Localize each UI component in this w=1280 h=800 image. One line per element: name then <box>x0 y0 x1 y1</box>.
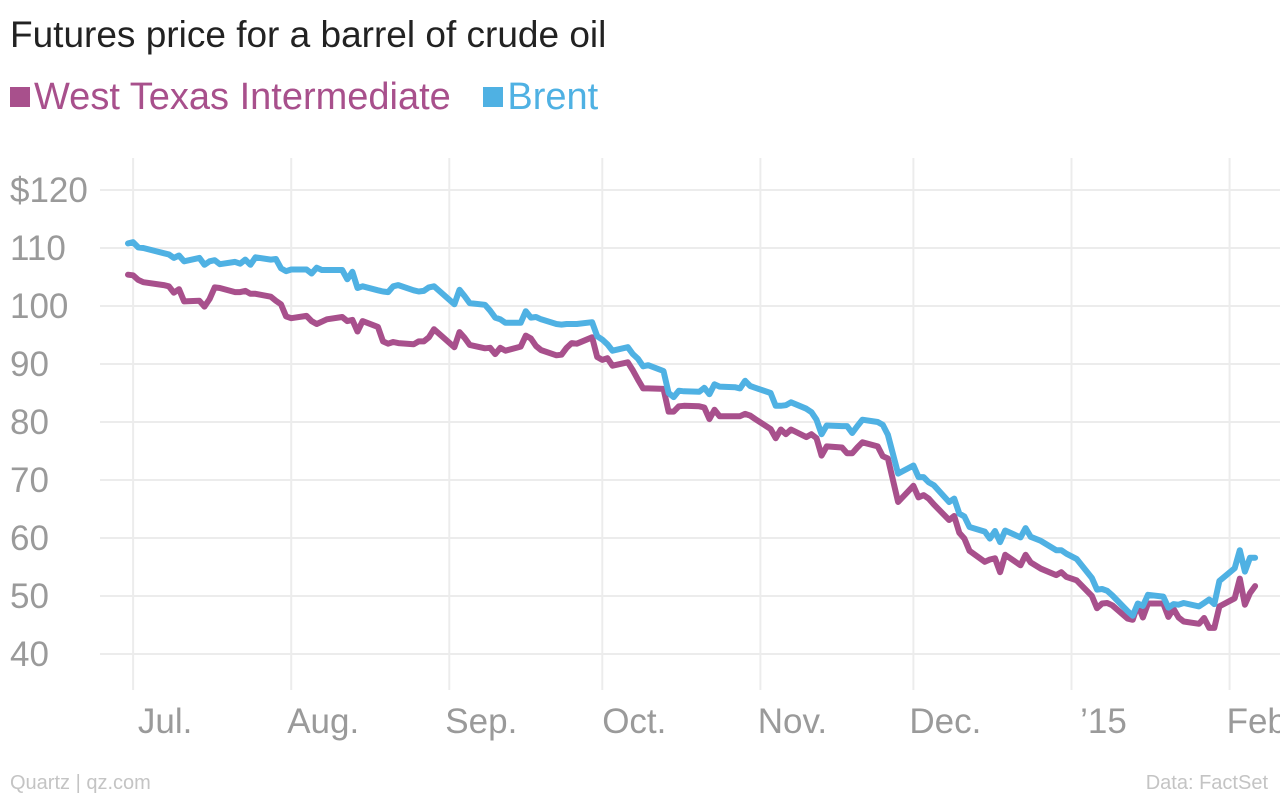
x-tick-label: Feb. <box>1227 702 1280 741</box>
y-tick-label: 110 <box>10 229 66 268</box>
legend-item-wti: West Texas Intermediate <box>10 76 451 119</box>
legend-item-brent: Brent <box>483 76 598 119</box>
y-tick-label: 70 <box>10 461 49 500</box>
y-tick-label: 80 <box>10 403 49 442</box>
x-axis-labels: Jul. Aug. Sep. Oct. Nov. Dec. ’15 Feb. <box>138 702 1280 741</box>
x-tick-label: Sep. <box>445 702 517 741</box>
legend-swatch-brent <box>483 87 504 107</box>
x-tick-label: Jul. <box>138 702 192 741</box>
y-tick-label: 40 <box>10 635 49 674</box>
series-lines <box>125 239 1259 631</box>
y-tick-label: $120 <box>10 171 88 210</box>
x-tick-label: Nov. <box>758 702 827 741</box>
data-source: Data: FactSet <box>1145 772 1268 794</box>
legend-label-brent: Brent <box>507 75 599 118</box>
legend-swatch-wti <box>10 87 30 107</box>
y-tick-label: 60 <box>10 519 49 558</box>
legend-label-wti: West Texas Intermediate <box>34 75 451 118</box>
x-tick-label: ’15 <box>1080 702 1127 741</box>
y-tick-label: 100 <box>10 287 68 326</box>
y-axis-labels: $120 110 100 90 80 70 60 50 40 <box>10 171 88 674</box>
source-credit: Quartz | qz.com <box>10 772 151 794</box>
x-tick-label: Oct. <box>602 702 666 741</box>
series-line-wti <box>125 271 1259 631</box>
x-tick-label: Aug. <box>287 702 359 741</box>
y-tick-label: 90 <box>10 345 49 384</box>
chart-title: Futures price for a barrel of crude oil <box>10 14 607 55</box>
legend: West Texas Intermediate Brent <box>10 74 620 119</box>
x-tick-label: Dec. <box>909 702 981 741</box>
grid <box>100 158 1280 690</box>
series-line-brent <box>125 239 1259 619</box>
y-tick-label: 50 <box>10 577 49 616</box>
